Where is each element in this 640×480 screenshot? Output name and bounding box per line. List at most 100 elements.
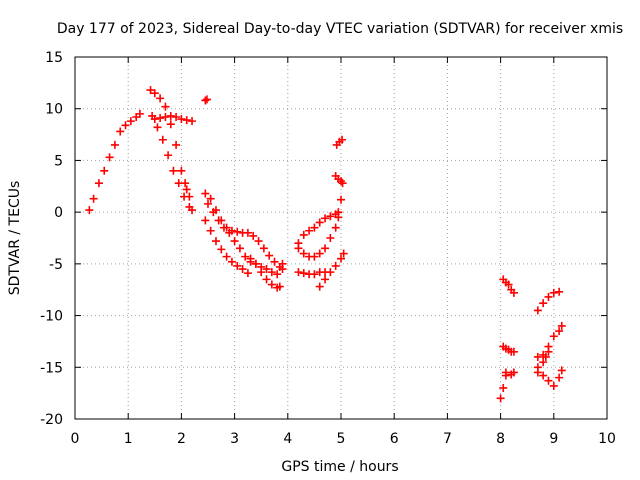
data-point [217,245,226,254]
data-point [321,214,330,223]
data-point [188,206,197,215]
data-point [254,237,263,246]
data-point [310,252,319,261]
data-point [294,239,303,248]
y-tick-label: 5 [54,153,63,169]
data-point [235,244,244,253]
data-point [321,275,330,284]
x-tick-label: 0 [71,431,80,447]
data-point [241,252,250,261]
data-point [201,216,210,225]
x-axis-label: GPS time / hours [281,459,398,475]
data-point [222,252,231,261]
x-tick-label: 1 [124,431,133,447]
data-point [305,226,314,235]
data-point [219,223,228,232]
data-point [243,269,252,278]
data-point [174,179,183,188]
data-point [338,135,347,144]
data-point [533,352,542,361]
data-point [496,394,505,403]
y-tick-label: -20 [40,412,63,428]
data-point [246,254,255,263]
data-point [243,228,252,237]
data-point [275,282,284,291]
data-point [150,115,159,124]
data-point [337,195,345,204]
y-tick-label: 0 [54,205,63,221]
data-point [557,366,566,375]
data-point [278,259,287,268]
data-point [294,268,303,277]
data-point [201,189,210,198]
data-point [499,383,508,392]
data-point [251,259,260,268]
data-point [539,299,548,308]
data-point [188,117,197,126]
data-point [206,226,215,235]
data-point [339,249,348,258]
data-point [338,179,347,188]
data-point [331,261,340,270]
data-point [262,265,271,274]
data-point [227,257,236,266]
data-point [89,194,98,203]
y-tick-label: 15 [45,50,63,66]
grid-lines [75,57,607,419]
x-tick-label: 10 [598,431,616,447]
data-point [501,368,510,377]
data-point [549,288,558,297]
data-point [211,237,220,246]
data-point [166,111,175,120]
data-point [539,358,548,367]
data-point [539,371,548,380]
data-point [85,206,94,215]
axis-ticks [74,56,608,420]
data-point [533,363,542,372]
data-point [202,95,211,104]
data-point [233,227,242,236]
data-point [259,244,268,253]
data-point [555,327,564,336]
x-tick-label: 2 [177,431,186,447]
data-point [182,185,191,194]
x-tick-label: 9 [549,431,558,447]
data-point [161,112,170,121]
data-point [270,257,279,266]
data-point [105,153,114,162]
data-point [177,166,186,175]
data-point [94,179,103,188]
data-point [265,251,274,260]
data-point [509,368,518,377]
data-point [315,282,324,291]
data-point [233,261,242,270]
data-point [544,347,553,356]
data-point [156,94,165,103]
data-point [153,123,162,132]
data-point [156,114,165,123]
data-point [337,254,345,263]
data-point [326,268,335,277]
data-point [267,268,276,277]
data-point [315,218,324,227]
data-point [541,352,550,361]
data-point [169,166,178,175]
data-point [238,265,247,274]
data-point [544,292,553,301]
x-tick-label: 4 [283,431,292,447]
data-point [126,117,135,126]
data-point [549,332,558,341]
data-point [164,151,173,160]
data-point [315,249,324,258]
data-point [249,231,258,240]
data-point [299,230,308,239]
data-point [310,270,319,279]
data-point [549,381,558,390]
data-point [201,96,210,105]
data-point [299,269,308,278]
data-point [267,280,276,289]
data-point [544,376,553,385]
data-point [557,321,566,330]
data-point [504,280,513,289]
